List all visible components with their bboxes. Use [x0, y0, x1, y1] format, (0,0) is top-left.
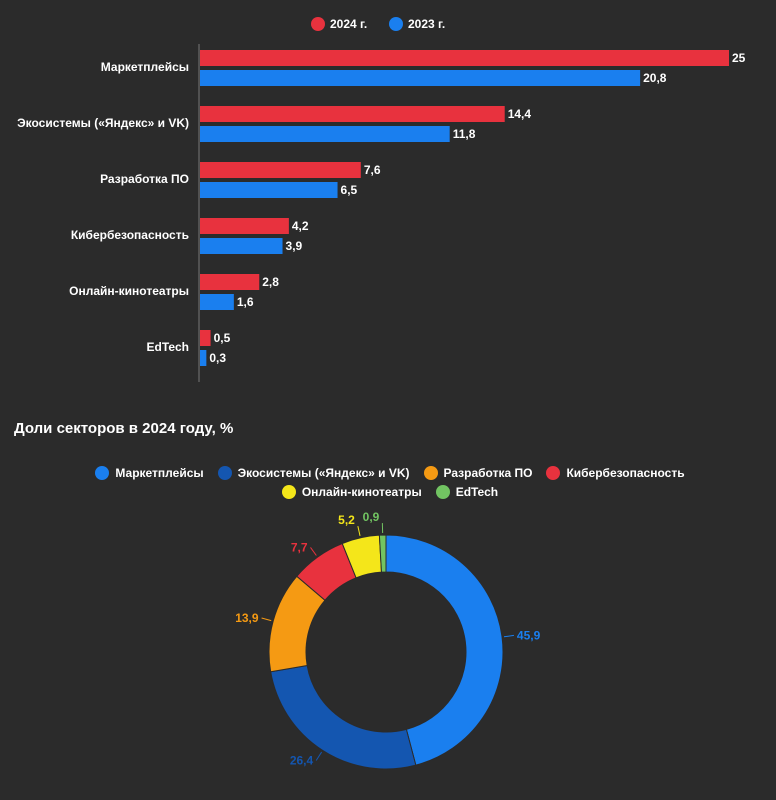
- data-label: 0,5: [214, 331, 231, 345]
- donut-slice: [296, 542, 357, 601]
- donut-data-label: 13,9: [235, 611, 259, 625]
- data-label: 3,9: [286, 239, 303, 253]
- data-label: 1,6: [237, 295, 254, 309]
- bar: [200, 182, 338, 198]
- bar: [200, 50, 729, 66]
- bar: [200, 218, 289, 234]
- donut-data-label: 45,9: [517, 628, 541, 642]
- data-label: 14,4: [508, 107, 532, 121]
- pie-legend-item: Маркетплейсы: [95, 466, 204, 480]
- donut-data-label: 5,2: [338, 513, 355, 527]
- category-label: Разработка ПО: [100, 172, 189, 186]
- bar: [200, 106, 505, 122]
- bar: [200, 70, 641, 86]
- leader-line: [503, 634, 514, 638]
- legend-marker: [95, 466, 110, 480]
- pie-legend-item: Разработка ПО: [423, 466, 533, 480]
- legend-marker: [435, 485, 450, 499]
- pie-legend-item: Экосистемы («Яндекс» и VK): [217, 466, 410, 480]
- legend-label: 2023 г.: [408, 17, 445, 31]
- legend-marker: [311, 17, 325, 31]
- legend-marker: [217, 466, 232, 480]
- pie-legend-label: Маркетплейсы: [115, 466, 204, 480]
- donut-slice: [268, 575, 326, 673]
- pie-legend-item: Кибербезопасность: [546, 466, 685, 480]
- donut-slice: [385, 534, 504, 766]
- category-label: Кибербезопасность: [71, 228, 189, 242]
- donut-data-label: 0,9: [363, 510, 380, 524]
- category-label: Онлайн-кинотеатры: [69, 284, 189, 298]
- pie-legend-label: Разработка ПО: [443, 466, 533, 480]
- bar: [200, 330, 211, 346]
- bar-chart: 2024 г. 2023 г. Маркетплейсы 25 20,8 Экосисте…: [17, 17, 746, 382]
- pie-legend-label: Экосистемы («Яндекс» и VK): [237, 466, 410, 480]
- pie-legend-label: Кибербезопасность: [566, 466, 685, 480]
- pie-legend-item: Онлайн-кинотеатры: [281, 485, 422, 499]
- legend-marker: [423, 466, 438, 480]
- leader-line: [261, 617, 272, 622]
- leader-line: [357, 525, 361, 536]
- legend-marker: [281, 485, 296, 499]
- pie-legend-label: EdTech: [455, 485, 499, 499]
- data-label: 11,8: [453, 127, 476, 141]
- legend-marker: [546, 466, 561, 480]
- category-label: EdTech: [147, 340, 189, 354]
- bar: [200, 238, 283, 254]
- legend-marker: [389, 17, 403, 31]
- data-label: 20,8: [643, 71, 667, 85]
- category-label: Экосистемы («Яндекс» и VK): [17, 116, 189, 130]
- data-label: 2,8: [262, 275, 279, 289]
- category-label: Маркетплейсы: [101, 60, 189, 74]
- data-label: 25: [732, 51, 746, 65]
- bar: [200, 350, 207, 366]
- data-label: 0,3: [209, 351, 226, 365]
- bar: [200, 294, 234, 310]
- bar: [200, 162, 361, 178]
- bar: [200, 274, 260, 290]
- pie-legend-label: Онлайн-кинотеатры: [301, 485, 422, 499]
- pie-legend: Маркетплейсы Экосистемы («Яндекс» и VK) Ра…: [70, 466, 710, 499]
- donut-data-label: 7,7: [291, 540, 308, 554]
- donut-slice: [378, 534, 387, 573]
- data-label: 6,5: [341, 183, 358, 197]
- bar: [200, 126, 450, 142]
- donut-data-label: 26,4: [290, 753, 314, 767]
- legend-label: 2024 г.: [330, 17, 367, 31]
- leader-line: [310, 547, 317, 556]
- donut-slice: [270, 664, 417, 770]
- donut-slice: [341, 534, 383, 579]
- pie-legend-item: EdTech: [435, 485, 499, 499]
- pie-chart-title: Доли секторов в 2024 году, %: [14, 420, 234, 437]
- data-label: 7,6: [364, 163, 381, 177]
- data-label: 4,2: [292, 219, 309, 233]
- leader-line: [315, 751, 323, 761]
